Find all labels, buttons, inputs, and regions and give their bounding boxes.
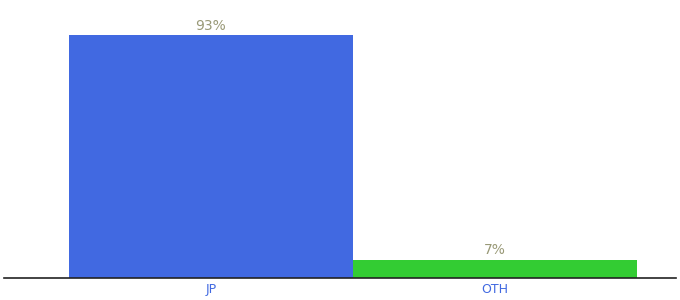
Bar — [353, 260, 637, 278]
Bar — [69, 35, 353, 278]
Text: 7%: 7% — [484, 243, 506, 257]
Text: 93%: 93% — [195, 19, 226, 33]
